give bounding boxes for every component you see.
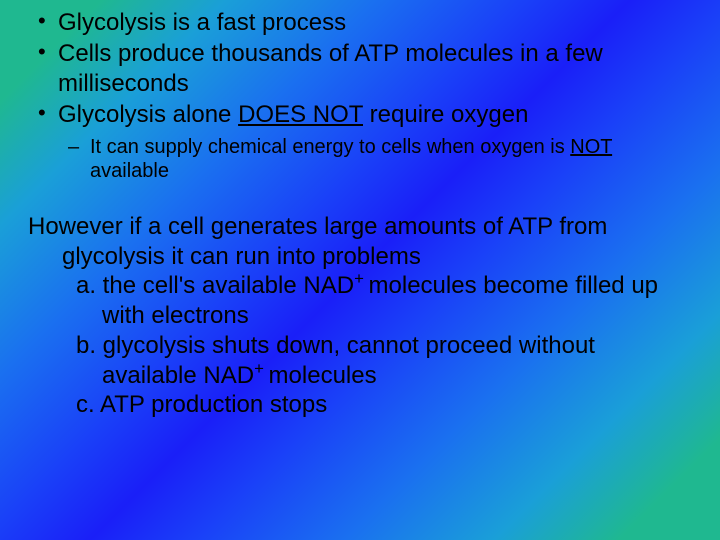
paragraph-block: However if a cell generates large amount…	[28, 212, 692, 420]
item-text-pre: a. the cell's available NAD	[76, 272, 354, 299]
main-bullet-list: Glycolysis is a fast process Cells produ…	[28, 8, 692, 184]
bullet-text: Cells produce thousands of ATP molecules…	[58, 40, 603, 96]
bullet-item: Glycolysis is a fast process	[28, 8, 692, 37]
sub-bullet-item: It can supply chemical energy to cells w…	[64, 135, 692, 184]
bullet-item: Glycolysis alone DOES NOT require oxygen…	[28, 100, 692, 184]
underlined-text: DOES NOT	[238, 101, 363, 128]
item-text: c. ATP production stops	[76, 391, 327, 418]
superscript: +	[254, 359, 268, 378]
bullet-text: Glycolysis is a fast process	[58, 9, 346, 36]
lettered-item: b. glycolysis shuts down, cannot proceed…	[28, 331, 692, 391]
superscript: +	[354, 269, 368, 288]
lettered-item: c. ATP production stops	[28, 390, 692, 420]
sub-text-post: available	[90, 160, 169, 182]
bullet-item: Cells produce thousands of ATP molecules…	[28, 39, 692, 98]
bullet-text-post: require oxygen	[363, 101, 528, 128]
sub-text-pre: It can supply chemical energy to cells w…	[90, 136, 570, 158]
underlined-text: NOT	[570, 136, 612, 158]
item-text-post: molecules	[269, 362, 377, 389]
bullet-text-pre: Glycolysis alone	[58, 101, 238, 128]
para-line: However if a cell generates large amount…	[28, 213, 607, 240]
para-line: glycolysis it can run into problems	[62, 242, 692, 272]
sub-bullet-list: It can supply chemical energy to cells w…	[64, 135, 692, 184]
lettered-item: a. the cell's available NAD+ molecules b…	[28, 271, 692, 331]
